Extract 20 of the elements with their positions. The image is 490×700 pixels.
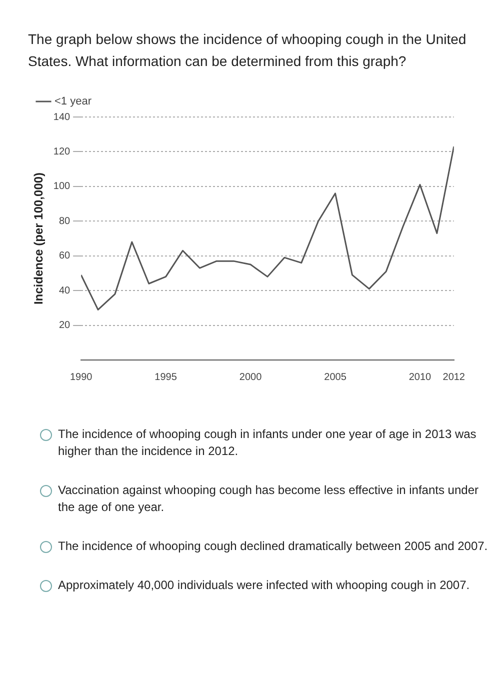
y-tick-label: 20 bbox=[58, 320, 71, 332]
text: The incidence of whooping cough declined dramatically between 2005 and 2007. bbox=[58, 538, 488, 555]
y-tick-label: 60 bbox=[58, 250, 71, 262]
text: Approximately 40,000 individuals were infected with whooping cough in 2007. bbox=[58, 577, 470, 594]
text: Vaccination against whooping cough has become less effective in infants under the age of one year. bbox=[58, 482, 480, 516]
legend-label: <1 year bbox=[54, 96, 92, 108]
y-tick-label: 40 bbox=[58, 285, 71, 296]
y-tick-label: 120 bbox=[53, 146, 71, 158]
x-tick-label: 1995 bbox=[154, 372, 178, 383]
x-tick-label: 1990 bbox=[70, 372, 93, 383]
x-tick-label: 2000 bbox=[239, 372, 262, 383]
text: The incidence of whooping cough in infants under one year of age in 2013 was higher than the incidence in 2012. bbox=[58, 426, 478, 460]
y-tick-label: 80 bbox=[58, 216, 71, 227]
y-tick-label: 140 bbox=[53, 112, 71, 123]
chart-title: The graph below shows the incidence of whooping cough in the United States. What information can be determined from this graph? bbox=[28, 30, 468, 71]
y-axis-title: Incidence (per 100,000) bbox=[32, 172, 46, 305]
x-tick-label: 2010 bbox=[408, 372, 432, 383]
x-tick-label: 2005 bbox=[324, 372, 347, 383]
x-tick-label: 2012 bbox=[442, 372, 466, 383]
y-tick-label: 100 bbox=[53, 181, 71, 192]
